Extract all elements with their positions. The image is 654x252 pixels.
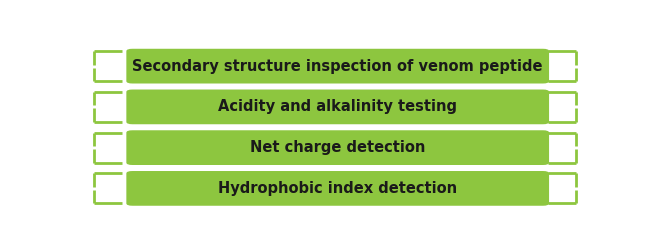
- Text: Acidity and alkalinity testing: Acidity and alkalinity testing: [218, 99, 457, 114]
- FancyBboxPatch shape: [126, 49, 549, 83]
- Text: Net charge detection: Net charge detection: [250, 140, 425, 155]
- Text: Secondary structure inspection of venom peptide: Secondary structure inspection of venom …: [133, 59, 543, 74]
- Text: Hydrophobic index detection: Hydrophobic index detection: [218, 181, 457, 196]
- FancyBboxPatch shape: [126, 130, 549, 165]
- FancyBboxPatch shape: [126, 89, 549, 124]
- FancyBboxPatch shape: [126, 171, 549, 206]
